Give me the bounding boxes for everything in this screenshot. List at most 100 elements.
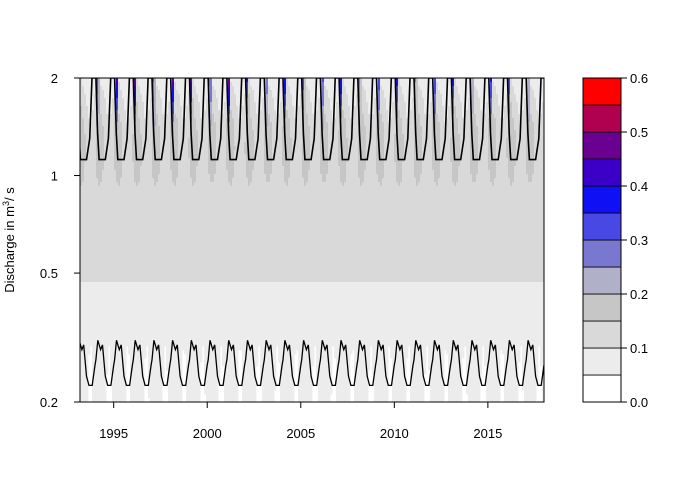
heat-cell — [104, 334, 107, 339]
heat-cell — [84, 266, 87, 271]
heat-cell — [80, 366, 83, 371]
heat-cell — [148, 314, 151, 319]
heat-cell — [82, 130, 85, 135]
heat-cell — [108, 230, 111, 235]
heat-cell — [96, 82, 99, 87]
heat-cell — [130, 78, 133, 83]
heat-cell — [144, 226, 147, 231]
heat-cell — [104, 390, 107, 395]
heat-cell — [148, 254, 151, 259]
heat-cell — [122, 166, 125, 171]
heat-cell — [94, 198, 97, 203]
heat-cell — [82, 310, 85, 315]
heat-cell — [126, 166, 129, 171]
heat-cell — [126, 342, 129, 347]
heat-cell — [134, 386, 137, 391]
heat-cell — [132, 190, 135, 195]
heat-cell — [110, 294, 113, 299]
heat-cell — [114, 378, 117, 383]
heat-cell — [110, 86, 113, 91]
heat-cell — [88, 258, 91, 263]
heat-cell — [146, 314, 149, 319]
heat-cell — [96, 206, 99, 211]
heat-cell — [148, 350, 151, 355]
heat-cell — [136, 78, 139, 83]
heat-cell — [94, 314, 97, 319]
heat-cell — [92, 178, 95, 183]
heat-cell — [132, 202, 135, 207]
heat-cell — [100, 266, 103, 271]
heat-cell — [94, 298, 97, 303]
heat-cell — [84, 254, 87, 259]
heat-cell — [114, 258, 117, 263]
heat-cell — [124, 126, 127, 131]
heat-cell — [98, 230, 101, 235]
heat-cell — [124, 82, 127, 87]
heat-cell — [94, 302, 97, 307]
heat-cell — [108, 306, 111, 311]
heat-cell — [126, 322, 129, 327]
heat-cell — [86, 350, 89, 355]
heat-cell — [86, 370, 89, 375]
heat-cell — [112, 122, 115, 127]
heat-cell — [134, 170, 137, 175]
heat-cell — [114, 238, 117, 243]
heat-cell — [84, 306, 87, 311]
heat-cell — [88, 338, 91, 343]
heat-cell — [116, 278, 119, 283]
heat-cell — [104, 338, 107, 343]
heat-cell — [124, 366, 127, 371]
heat-cell — [142, 346, 145, 351]
heat-cell — [148, 178, 151, 183]
heat-cell — [126, 102, 129, 107]
heat-cell — [136, 394, 139, 399]
heat-cell — [120, 166, 123, 171]
heat-cell — [114, 122, 117, 127]
heat-cell — [84, 286, 87, 291]
heat-cell — [86, 98, 89, 103]
heat-cell — [80, 310, 83, 315]
heat-cell — [88, 318, 91, 323]
heat-cell — [140, 178, 143, 183]
heat-cell — [116, 262, 119, 267]
heat-cell — [92, 362, 95, 367]
heat-cell — [98, 274, 101, 279]
heat-cell — [124, 226, 127, 231]
heat-cell — [100, 138, 103, 143]
heat-cell — [110, 314, 113, 319]
heat-cell — [148, 262, 151, 267]
heat-cell — [148, 278, 151, 283]
heat-cell — [80, 170, 83, 175]
heat-cell — [92, 278, 95, 283]
heat-cell — [92, 166, 95, 171]
heat-cell — [114, 334, 117, 339]
heat-cell — [162, 350, 165, 355]
heat-cell — [128, 138, 131, 143]
heat-cell — [122, 386, 125, 391]
heat-cell — [98, 130, 101, 135]
heat-cell — [148, 242, 151, 247]
heat-cell — [102, 146, 105, 151]
heat-cell — [146, 210, 149, 215]
heat-cell — [144, 242, 147, 247]
heat-cell — [140, 290, 143, 295]
heat-cell — [142, 186, 145, 191]
heat-cell — [86, 302, 89, 307]
heat-cell — [130, 194, 133, 199]
heat-cell — [98, 326, 101, 331]
heat-cell — [106, 334, 109, 339]
heat-cell — [98, 334, 101, 339]
heat-cell — [120, 114, 123, 119]
heat-cell — [140, 374, 143, 379]
heat-cell — [106, 226, 109, 231]
heat-cell — [118, 102, 121, 107]
heat-cell — [84, 270, 87, 275]
heat-cell — [132, 242, 135, 247]
heat-cell — [80, 82, 83, 87]
heat-cell — [102, 258, 105, 263]
heat-cell — [134, 162, 137, 167]
heat-cell — [100, 154, 103, 159]
heat-cell — [88, 214, 91, 219]
heat-cell — [94, 274, 97, 279]
heat-cell — [90, 242, 93, 247]
